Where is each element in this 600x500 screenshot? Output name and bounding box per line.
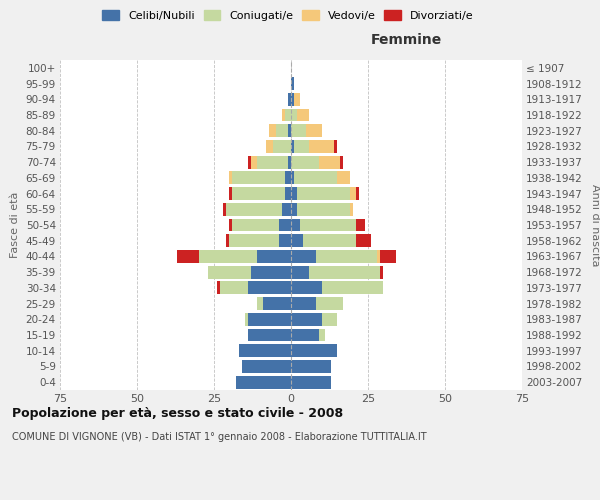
Bar (291, 156, 319, 168)
Bar (291, 172, 294, 184)
Bar (251, 266, 291, 278)
Bar (229, 234, 278, 247)
Legend: Celibi/Nubili, Coniugati/e, Vedovi/e, Divorziati/e: Celibi/Nubili, Coniugati/e, Vedovi/e, Di… (100, 8, 476, 24)
Bar (334, 140, 337, 153)
Bar (278, 234, 291, 247)
Bar (248, 328, 291, 342)
Bar (291, 140, 294, 153)
Bar (282, 108, 285, 122)
Bar (199, 250, 257, 263)
Bar (310, 140, 334, 153)
Bar (232, 187, 285, 200)
Text: COMUNE DI VIGNONE (VB) - Dati ISTAT 1° gennaio 2008 - Elaborazione TUTTITALIA.IT: COMUNE DI VIGNONE (VB) - Dati ISTAT 1° g… (12, 432, 427, 442)
Bar (263, 297, 291, 310)
Bar (310, 266, 380, 278)
Bar (291, 266, 310, 278)
Bar (291, 282, 322, 294)
Y-axis label: Fasce di età: Fasce di età (10, 192, 20, 258)
Bar (291, 124, 307, 137)
Bar (340, 156, 343, 168)
Bar (229, 218, 232, 232)
Bar (356, 218, 365, 232)
Bar (266, 140, 272, 153)
Bar (288, 93, 291, 106)
Bar (291, 250, 316, 263)
Bar (232, 172, 285, 184)
Bar (251, 156, 257, 168)
Bar (223, 203, 226, 215)
Bar (291, 218, 300, 232)
Bar (291, 313, 322, 326)
Bar (248, 313, 291, 326)
Bar (300, 218, 356, 232)
Bar (356, 187, 359, 200)
Bar (380, 250, 396, 263)
Bar (297, 203, 350, 215)
Bar (319, 328, 325, 342)
Bar (291, 187, 297, 200)
Bar (269, 124, 275, 137)
Bar (319, 156, 340, 168)
Bar (291, 234, 304, 247)
Bar (350, 203, 353, 215)
Bar (377, 250, 380, 263)
Y-axis label: Anni di nascita: Anni di nascita (590, 184, 599, 266)
Bar (291, 93, 294, 106)
Bar (208, 266, 251, 278)
Bar (291, 77, 294, 90)
Bar (294, 93, 300, 106)
Bar (177, 250, 199, 263)
Bar (282, 203, 291, 215)
Bar (297, 187, 350, 200)
Bar (291, 297, 316, 310)
Bar (291, 376, 331, 388)
Bar (285, 172, 291, 184)
Bar (285, 187, 291, 200)
Bar (322, 313, 337, 326)
Bar (288, 156, 291, 168)
Bar (257, 250, 291, 263)
Bar (278, 218, 291, 232)
Bar (232, 218, 278, 232)
Bar (248, 156, 251, 168)
Bar (229, 187, 232, 200)
Bar (257, 156, 288, 168)
Bar (226, 203, 282, 215)
Bar (350, 187, 356, 200)
Bar (217, 282, 220, 294)
Bar (291, 203, 297, 215)
Text: Femmine: Femmine (371, 33, 442, 47)
Bar (356, 234, 371, 247)
Bar (226, 234, 229, 247)
Bar (245, 313, 248, 326)
Bar (291, 328, 319, 342)
Bar (242, 360, 291, 373)
Bar (285, 108, 291, 122)
Bar (275, 124, 288, 137)
Bar (291, 344, 337, 357)
Bar (248, 282, 291, 294)
Bar (229, 172, 232, 184)
Bar (288, 124, 291, 137)
Bar (304, 234, 356, 247)
Bar (294, 172, 337, 184)
Bar (291, 360, 331, 373)
Bar (322, 282, 383, 294)
Bar (239, 344, 291, 357)
Bar (316, 297, 343, 310)
Bar (272, 140, 291, 153)
Text: Popolazione per età, sesso e stato civile - 2008: Popolazione per età, sesso e stato civil… (12, 408, 343, 420)
Bar (316, 250, 377, 263)
Bar (380, 266, 383, 278)
Bar (291, 108, 297, 122)
Bar (297, 108, 310, 122)
Bar (257, 297, 263, 310)
Bar (294, 140, 310, 153)
Bar (236, 376, 291, 388)
Bar (220, 282, 248, 294)
Bar (307, 124, 322, 137)
Bar (337, 172, 350, 184)
